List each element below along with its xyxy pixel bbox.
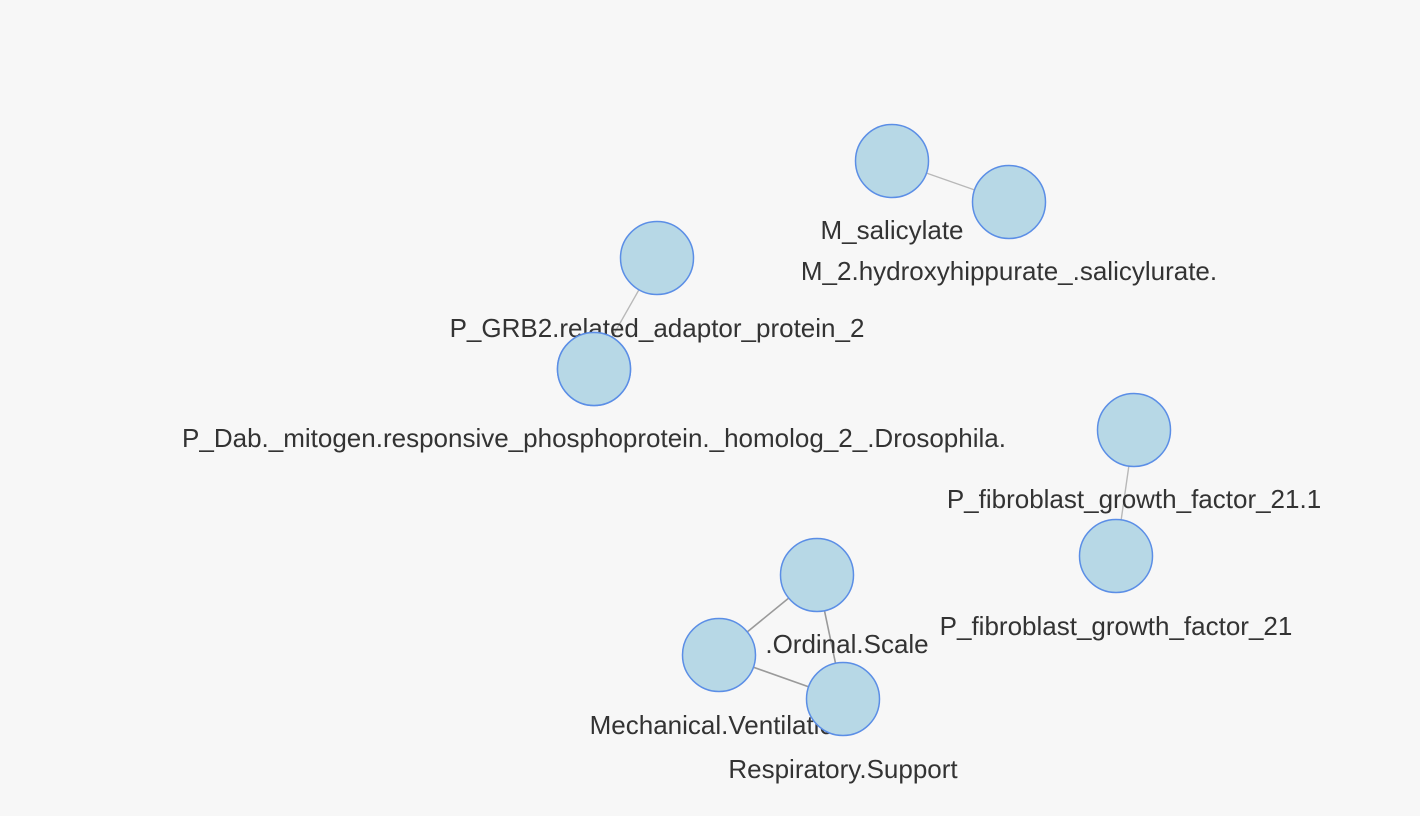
label-fgf21-1: P_fibroblast_growth_factor_21.1 bbox=[947, 484, 1321, 514]
node-mech-vent[interactable] bbox=[681, 617, 757, 693]
label-salicylurate: M_2.hydroxyhippurate_.salicylurate. bbox=[801, 256, 1217, 286]
node-grb2[interactable] bbox=[619, 220, 695, 296]
label-grb2: P_GRB2.related_adaptor_protein_2 bbox=[450, 313, 865, 343]
node-ordinal[interactable] bbox=[779, 537, 855, 613]
label-mech-vent: Mechanical.Ventilation bbox=[590, 710, 849, 740]
node-resp-support[interactable] bbox=[805, 661, 881, 737]
label-fgf21: P_fibroblast_growth_factor_21 bbox=[940, 611, 1293, 641]
label-dab: P_Dab._mitogen.responsive_phosphoprotein… bbox=[182, 423, 1006, 453]
label-ordinal: .Ordinal.Scale bbox=[765, 629, 928, 659]
node-fgf21-1[interactable] bbox=[1096, 392, 1172, 468]
label-resp-support: Respiratory.Support bbox=[728, 754, 958, 784]
node-salicylurate[interactable] bbox=[971, 164, 1047, 240]
node-fgf21[interactable] bbox=[1078, 518, 1154, 594]
label-salicylate: M_salicylate bbox=[820, 215, 963, 245]
node-dab-overlay-order bbox=[556, 331, 632, 407]
node-salicylate[interactable] bbox=[854, 123, 930, 199]
